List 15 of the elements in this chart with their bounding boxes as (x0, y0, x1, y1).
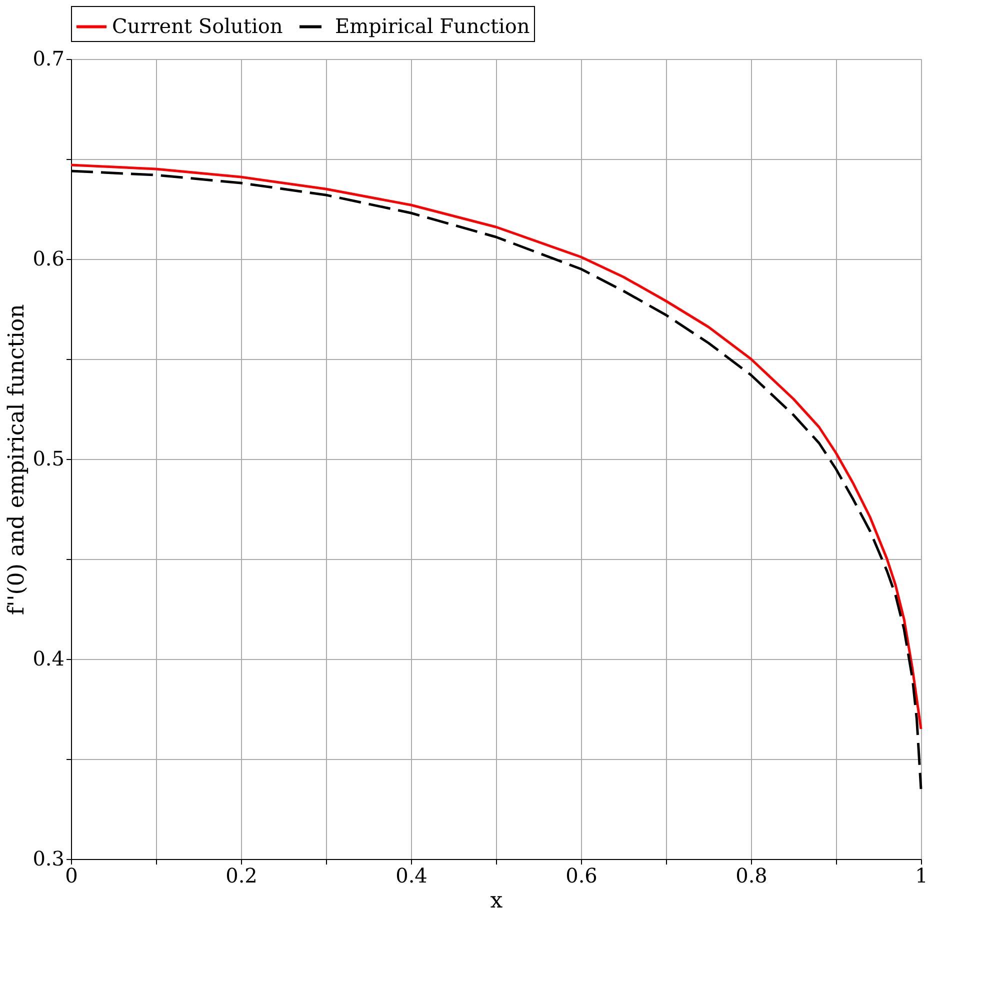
y-tick-label: 0.7 (32, 46, 64, 70)
legend-label: Empirical Function (335, 14, 530, 38)
legend-label: Current Solution (112, 14, 283, 38)
y-tick-label: 0.4 (32, 646, 64, 670)
y-tick-label: 0.3 (32, 846, 64, 870)
x-tick-label: 0.2 (226, 864, 258, 888)
x-tick-label: 1 (915, 864, 928, 888)
y-tick-label: 0.6 (32, 246, 64, 270)
x-axis-title: x (490, 888, 504, 914)
x-tick-label: 0.4 (396, 864, 428, 888)
y-axis-title: f''(0) and empirical function (4, 304, 30, 615)
x-tick-label: 0.8 (736, 864, 768, 888)
y-tick-label: 0.5 (32, 446, 64, 470)
x-tick-label: 0 (65, 864, 78, 888)
x-tick-label: 0.6 (566, 864, 598, 888)
